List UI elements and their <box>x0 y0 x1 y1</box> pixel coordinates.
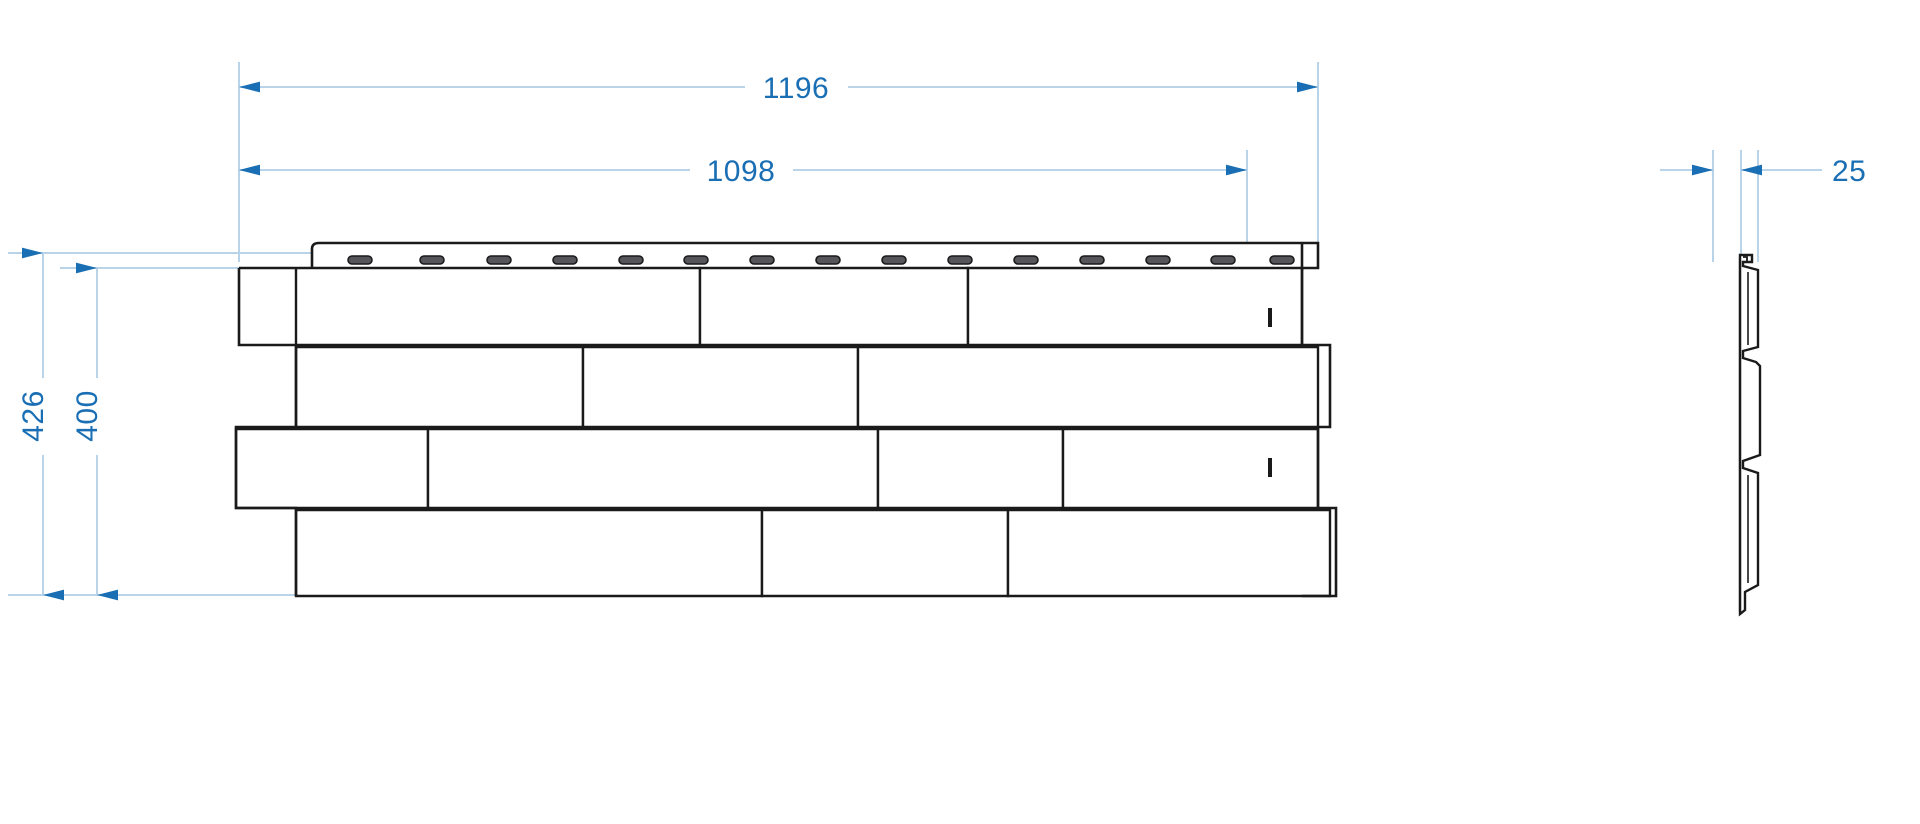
mounting-slot <box>486 255 512 265</box>
right-edge-interlock <box>1300 241 1338 598</box>
course-row-1 <box>239 266 1304 347</box>
mounting-slot <box>683 255 709 265</box>
exposed-height-label: 400 <box>71 390 104 442</box>
thickness-label: 25 <box>1832 155 1866 188</box>
mounting-slot <box>815 255 841 265</box>
exposed-width-label: 1098 <box>707 155 776 188</box>
side-profile-view <box>1738 253 1762 617</box>
exposed-width-dimension: 1098 <box>239 155 1247 188</box>
stone <box>856 345 1320 429</box>
overall-width-label: 1196 <box>763 72 830 105</box>
overall-width-dimension: 1196 <box>239 72 1318 105</box>
stone <box>876 427 1065 510</box>
overall-height-dimension: 426 <box>17 247 64 601</box>
left-edge-step <box>234 268 298 596</box>
stone <box>698 266 970 347</box>
side-profile-outline <box>1738 253 1762 617</box>
stone <box>1006 508 1332 598</box>
stone <box>581 345 860 429</box>
stone <box>966 266 1304 347</box>
stone <box>234 427 430 510</box>
mounting-slot <box>1079 255 1105 265</box>
course-row-2 <box>294 345 1320 429</box>
side-profile-hem-detail <box>1743 256 1748 262</box>
mounting-slot <box>552 255 578 265</box>
mounting-slot <box>881 255 907 265</box>
thickness-dimension: 25 <box>1660 155 1866 188</box>
stone <box>1061 427 1320 510</box>
mounting-slot <box>1269 255 1295 265</box>
exposed-height-dimension: 400 <box>71 262 118 601</box>
stone <box>294 508 764 598</box>
course-row-3 <box>234 427 1320 510</box>
overall-height-label: 426 <box>17 390 50 442</box>
mounting-slot <box>749 255 775 265</box>
mounting-slot <box>1013 255 1039 265</box>
stone <box>294 345 585 429</box>
mounting-slot <box>1210 255 1236 265</box>
mounting-slot <box>419 255 445 265</box>
mounting-slot <box>347 255 373 265</box>
front-elevation-view <box>234 241 1338 598</box>
mounting-slot <box>618 255 644 265</box>
mounting-slot <box>1145 255 1171 265</box>
stone <box>239 266 702 347</box>
mounting-slot <box>947 255 973 265</box>
stone <box>426 427 880 510</box>
stone <box>760 508 1010 598</box>
course-row-4 <box>294 508 1332 598</box>
mounting-slot-group <box>347 255 1295 265</box>
